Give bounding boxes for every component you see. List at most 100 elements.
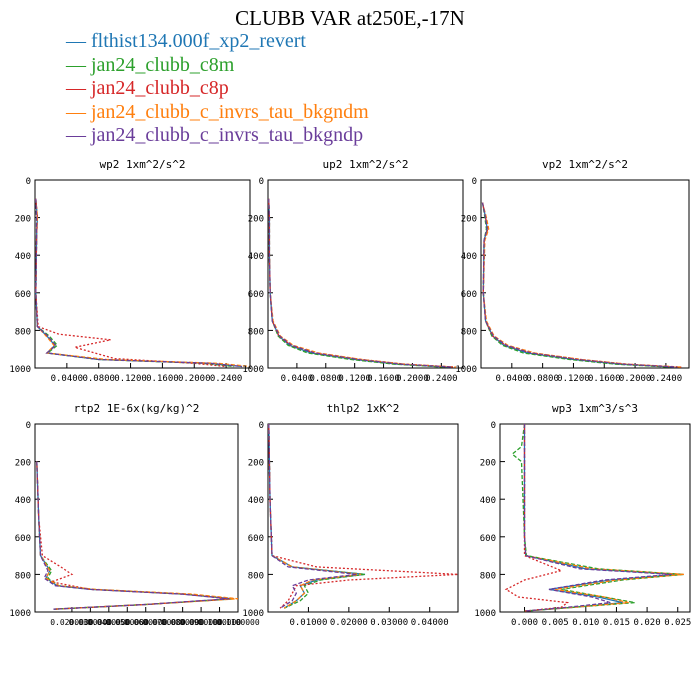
ytick-label-5-3: 600 [480,534,496,544]
xtick-label-3-9: 0.1100000 [216,618,260,627]
ytick-label-0-0: 0 [26,177,31,187]
xtick-label-1-3: 0.1600 [367,374,400,384]
ytick-label-1-5: 1000 [242,365,264,375]
series-line-4-2 [268,424,458,609]
xtick-label-4-1: 0.02000 [330,618,368,628]
ytick-label-4-3: 600 [248,534,264,544]
legend-item-2: — jan24_clubb_c8p [66,77,369,101]
xtick-label-5-2: 0.010 [572,618,599,628]
panel-frame-2 [480,179,690,369]
panel-frame-0 [34,179,251,369]
series-line-1-4 [268,198,453,368]
series-line-2-0 [481,202,674,368]
panel-1: up2 1xm^2/s^2 0 200 400 600 800 1000 0.04000.08… [242,158,464,384]
legend-swatch-3: — [66,100,91,123]
panel-title-0: wp2 1xm^2/s^2 [99,158,185,171]
xtick-label-3-1: 0.0300000 [69,618,113,627]
panel-frame-5 [499,423,691,613]
ytick-label-5-1: 200 [480,459,496,469]
xtick-label-5-4: 0.020 [634,618,661,628]
legend-item-0: — flthist134.000f_xp2_revert [66,30,369,54]
ytick-label-0-4: 800 [15,327,31,337]
xtick-label-3-7: 0.0900000 [179,618,223,627]
legend-item-4: — jan24_clubb_c_invrs_tau_bkgndp [66,124,369,148]
ytick-label-4-1: 200 [248,459,264,469]
ytick-label-0-2: 400 [15,252,31,262]
ytick-label-4-5: 1000 [242,609,264,619]
panel-title-3: rtp2 1E-6x(kg/kg)^2 [74,402,200,415]
ytick-label-1-4: 800 [248,327,264,337]
xtick-label-4-0: 0.01000 [289,618,327,628]
panel-frame-4 [267,423,459,613]
ytick-label-3-3: 600 [15,534,31,544]
panel-2: vp2 1xm^2/s^2 0 200 400 600 800 1000 0.04000.08… [455,158,690,384]
xtick-label-2-1: 0.0800 [526,374,559,384]
series-line-0-0 [35,198,243,368]
xtick-label-2-4: 0.2000 [619,374,652,384]
xtick-label-5-0: 0.000 [511,618,538,628]
xtick-label-5-5: 0.025 [664,618,691,628]
series-line-5-4 [523,424,672,612]
xtick-label-3-5: 0.0700000 [143,618,187,627]
legend-swatch-1: — [66,53,91,76]
panel-title-2: vp2 1xm^2/s^2 [542,158,628,171]
legend-swatch-0: — [66,30,91,52]
series-line-2-2 [481,202,682,368]
series-line-3-2 [36,461,231,610]
ytick-label-2-4: 800 [461,327,477,337]
xtick-label-3-6: 0.0800000 [161,618,205,627]
series-line-0-1 [35,198,235,368]
series-line-3-4 [36,461,229,610]
ytick-label-0-1: 200 [15,215,31,225]
series-line-1-0 [268,198,449,368]
ytick-label-1-1: 200 [248,215,264,225]
series-line-4-4 [268,424,357,609]
series-line-4-0 [268,424,366,609]
series-line-1-3 [268,198,456,368]
legend-label-3: jan24_clubb_c_invrs_tau_bkgndm [91,100,369,123]
series-line-2-3 [481,202,682,368]
series-line-2-4 [481,202,678,368]
ytick-label-5-5: 1000 [474,609,496,619]
xtick-label-0-2: 0.1200 [114,374,147,384]
panel-5: wp3 1xm^3/s^3 0 200 400 600 800 1000 0.000 0.005… [474,402,691,628]
ytick-label-2-5: 1000 [455,365,477,375]
ytick-label-3-5: 1000 [9,609,31,619]
xtick-label-0-4: 0.2000 [178,374,211,384]
xtick-label-1-5: 0.2400 [425,374,458,384]
xtick-label-0-0: 0.0400 [51,374,84,384]
series-line-1-1 [268,198,445,368]
ytick-label-5-4: 800 [480,571,496,581]
ytick-label-2-2: 400 [461,252,477,262]
series-line-0-4 [35,198,243,368]
panel-title-5: wp3 1xm^3/s^3 [552,402,638,415]
ytick-label-2-0: 0 [472,177,477,187]
xtick-label-4-2: 0.03000 [370,618,408,628]
series-line-5-1 [511,424,684,612]
xtick-label-3-2: 0.0400000 [87,618,131,627]
series-line-0-2 [35,198,227,368]
legend-swatch-4: — [66,124,91,146]
ytick-label-4-4: 800 [248,571,264,581]
ytick-label-3-1: 200 [15,459,31,469]
series-line-5-0 [523,424,678,612]
panel-frame-1 [267,179,464,369]
series-line-2-1 [481,202,670,368]
xtick-label-3-0: 0.0200000 [50,618,94,627]
xtick-label-2-0: 0.0400 [496,374,529,384]
panel-frame-3 [34,423,239,613]
ytick-label-1-0: 0 [259,177,264,187]
ytick-label-2-3: 600 [461,290,477,300]
xtick-label-3-4: 0.0600000 [124,618,168,627]
xtick-label-3-3: 0.0500000 [106,618,150,627]
series-line-0-3 [35,198,250,368]
figure-title: CLUBB VAR at250E,-17N [235,6,465,30]
xtick-label-2-2: 0.1200 [557,374,590,384]
xtick-label-5-1: 0.005 [542,618,569,628]
legend-item-1: — jan24_clubb_c8m [66,54,369,78]
panel-3: rtp2 1E-6x(kg/kg)^2 0 200 400 600 800 1000 0.02… [9,402,260,627]
ytick-label-4-2: 400 [248,496,264,506]
ytick-label-3-4: 800 [15,571,31,581]
panel-title-4: thlp2 1xK^2 [327,402,400,415]
xtick-label-4-3: 0.04000 [411,618,449,628]
